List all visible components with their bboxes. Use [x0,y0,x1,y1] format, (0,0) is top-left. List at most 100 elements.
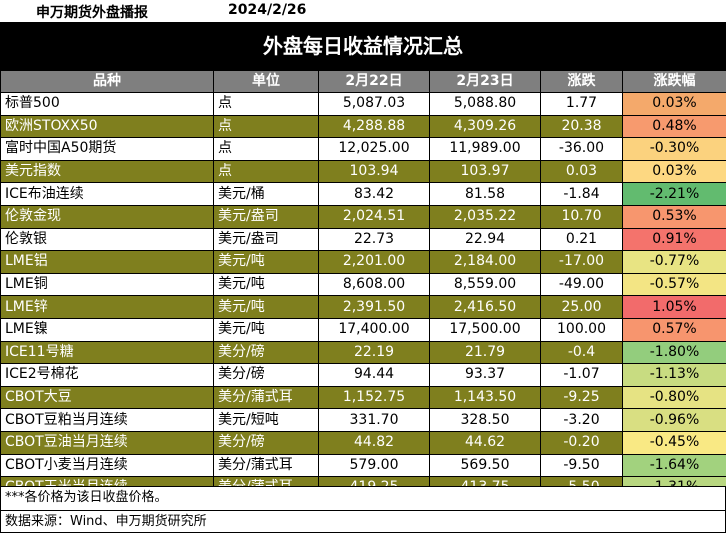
cell-date1-price: 94.44 [318,363,430,387]
cell-change-pct: 1.05% [622,295,726,319]
report-date: 2024/2/26 [228,2,307,18]
table-row: ICE11号糖 美分/磅 22.19 21.79 -0.4 -1.80% [0,340,726,365]
cell-unit: 美元/吨 [213,272,319,297]
cell-date1-price: 83.42 [318,182,430,206]
table-row: 富时中国A50期货点 12,025.00 11,989.00 -36.00 -0.30% [0,137,726,161]
cell-change: -17.00 [540,250,623,274]
table-row: CBOT豆油当月连续 美分/磅 44.82 44.62 -0.20 -0.45% [0,430,726,455]
cell-date1-price: 1,152.75 [318,385,430,410]
cell-name: 富时中国A50期货 [0,137,214,161]
cell-change-pct: -0.30% [622,137,726,161]
table-row: ICE2号棉花 美分/磅 94.44 93.37 -1.07 -1.13% [0,363,726,387]
cell-date1-price: 22.73 [318,227,430,252]
cell-date2-price: 17,500.00 [429,317,541,342]
cell-unit: 美元/盎司 [213,204,319,229]
cell-change-pct: -1.13% [622,363,726,387]
summary-table: 品种 单位 2月22日 2月23日 涨跌 涨跌幅 标普500 点 5,087.03 5… [0,70,726,500]
cell-change-pct: 0.91% [622,227,726,252]
cell-unit: 美分/蒲式耳 [213,453,319,478]
cell-date1-price: 331.70 [318,408,430,432]
page-title: 外盘每日收益情况汇总 [0,22,726,70]
cell-date2-price: 1,143.50 [429,385,541,410]
cell-unit: 美元/吨 [213,250,319,274]
cell-change: -0.4 [540,340,623,365]
cell-change-pct: 0.57% [622,317,726,342]
cell-change: 1.77 [540,92,623,116]
col-header-change: 涨跌 [540,70,623,93]
cell-change-pct: -0.57% [622,272,726,297]
publisher-label: 申万期货外盘播报 [36,5,148,21]
cell-name: CBOT豆粕当月连续 [0,408,214,432]
cell-date2-price: 93.37 [429,363,541,387]
cell-unit: 点 [213,92,319,116]
cell-change-pct: 0.53% [622,204,726,229]
table-row: LME锌 美元/吨 2,391.50 2,416.50 25.00 1.05% [0,295,726,319]
table-row: 伦敦金现 美元/盎司 2,024.51 2,035.22 10.70 0.53% [0,204,726,229]
source-note: 数据来源：Wind、申万期货研究所 [0,510,726,533]
cell-date1-price: 2,024.51 [318,204,430,229]
cell-date1-price: 4,288.88 [318,114,430,139]
table-row: CBOT小麦当月连续 美分/蒲式耳 579.00 569.50 -9.50 -1.64% [0,453,726,478]
cell-name: LME镍 [0,317,214,342]
table-header-row: 品种 单位 2月22日 2月23日 涨跌 涨跌幅 [0,70,726,93]
table-row: ICE布油连续 美元/桶 83.42 81.58 -1.84 -2.21% [0,182,726,206]
cell-date2-price: 8,559.00 [429,272,541,297]
cell-date2-price: 2,035.22 [429,204,541,229]
cell-unit: 美元/桶 [213,182,319,206]
cell-date1-price: 8,608.00 [318,272,430,297]
cell-change: -49.00 [540,272,623,297]
cell-date2-price: 2,184.00 [429,250,541,274]
cell-date1-price: 22.19 [318,340,430,365]
cell-change-pct: -0.45% [622,430,726,455]
cell-unit: 美分/磅 [213,363,319,387]
col-header-unit: 单位 [213,70,319,93]
cell-date2-price: 103.97 [429,159,541,184]
cell-date1-price: 2,201.00 [318,250,430,274]
cell-unit: 美元/吨 [213,295,319,319]
cell-date1-price: 17,400.00 [318,317,430,342]
table-row: 伦敦银 美元/盎司 22.73 22.94 0.21 0.91% [0,227,726,252]
cell-date2-price: 569.50 [429,453,541,478]
cell-date1-price: 5,087.03 [318,92,430,116]
cell-change: -36.00 [540,137,623,161]
cell-change: -9.25 [540,385,623,410]
cell-date2-price: 5,088.80 [429,92,541,116]
cell-unit: 美元/短吨 [213,408,319,432]
cell-name: CBOT大豆 [0,385,214,410]
cell-date1-price: 2,391.50 [318,295,430,319]
table-row: CBOT豆粕当月连续 美元/短吨 331.70 328.50 -3.20 -0.96% [0,408,726,432]
cell-change: -0.20 [540,430,623,455]
cell-unit: 美分/磅 [213,430,319,455]
cell-date2-price: 81.58 [429,182,541,206]
cell-change-pct: -0.77% [622,250,726,274]
table-row: LME镍 美元/吨 17,400.00 17,500.00 100.00 0.57% [0,317,726,342]
cell-date2-price: 328.50 [429,408,541,432]
table-row: 欧洲STOXX50 点 4,288.88 4,309.26 20.38 0.48% [0,114,726,139]
cell-name: 美元指数 [0,159,214,184]
cell-date1-price: 44.82 [318,430,430,455]
cell-date1-price: 579.00 [318,453,430,478]
cell-name: CBOT小麦当月连续 [0,453,214,478]
cell-name: LME铜 [0,272,214,297]
table-row: 标普500 点 5,087.03 5,088.80 1.77 0.03% [0,92,726,116]
cell-change-pct: -1.80% [622,340,726,365]
col-header-date1: 2月22日 [318,70,430,93]
cell-name: ICE2号棉花 [0,363,214,387]
cell-date2-price: 4,309.26 [429,114,541,139]
cell-date2-price: 11,989.00 [429,137,541,161]
cell-unit: 美元/盎司 [213,227,319,252]
cell-name: LME铝 [0,250,214,274]
cell-change-pct: -0.80% [622,385,726,410]
cell-unit: 点 [213,137,319,161]
cell-unit: 美分/蒲式耳 [213,385,319,410]
cell-date2-price: 44.62 [429,430,541,455]
cell-change: 0.21 [540,227,623,252]
cell-name: ICE11号糖 [0,340,214,365]
cell-date2-price: 22.94 [429,227,541,252]
cell-change-pct: -2.21% [622,182,726,206]
cell-change: -3.20 [540,408,623,432]
table-row: LME铝 美元/吨 2,201.00 2,184.00 -17.00 -0.77% [0,250,726,274]
cell-change: -1.07 [540,363,623,387]
cell-name: CBOT豆油当月连续 [0,430,214,455]
cell-change: 25.00 [540,295,623,319]
